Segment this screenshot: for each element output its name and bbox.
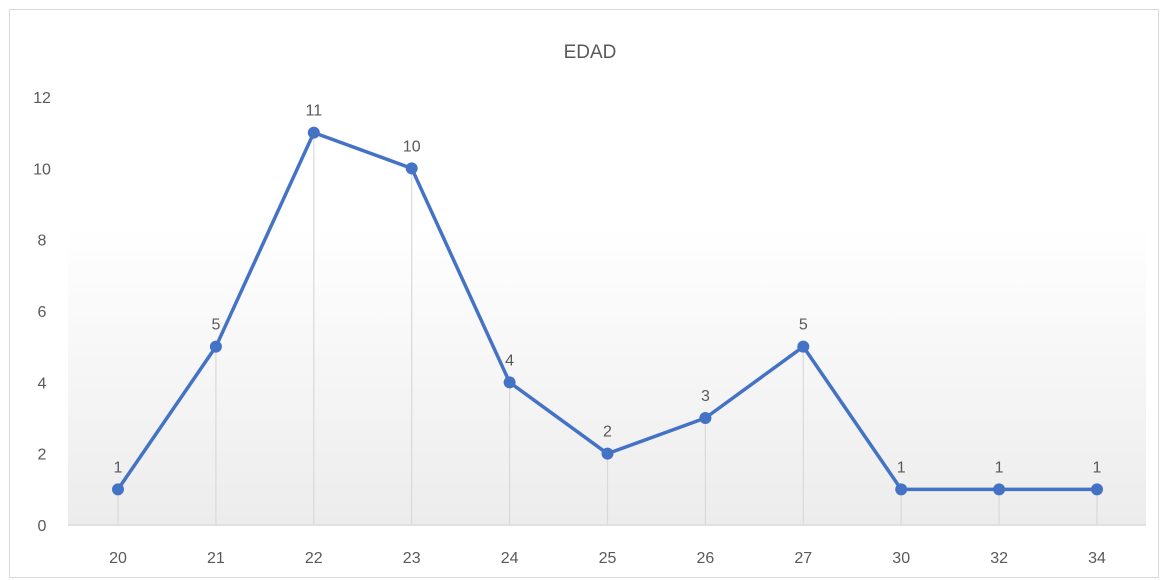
data-point xyxy=(993,483,1006,496)
y-axis-ticks: 0 2 4 6 8 10 12 xyxy=(33,90,51,535)
x-tick-label: 22 xyxy=(305,550,323,567)
data-label: 5 xyxy=(799,317,808,334)
data-point xyxy=(601,447,614,460)
data-label: 10 xyxy=(403,138,421,155)
data-point xyxy=(1091,483,1103,496)
x-tick-label: 27 xyxy=(794,550,812,567)
data-point xyxy=(895,483,908,496)
y-tick-label: 8 xyxy=(38,233,47,250)
chart-title: EDAD xyxy=(564,42,617,63)
y-tick-label: 0 xyxy=(38,518,47,535)
data-label: 1 xyxy=(114,459,123,476)
data-markers xyxy=(112,126,1103,496)
y-tick-label: 6 xyxy=(38,304,47,321)
data-point xyxy=(112,483,124,496)
x-axis-ticks: 20 21 22 23 24 25 26 27 30 32 34 xyxy=(109,550,1106,567)
data-label: 4 xyxy=(505,352,514,369)
data-label: 11 xyxy=(305,103,322,120)
data-label: 1 xyxy=(1093,459,1102,476)
x-tick-label: 34 xyxy=(1088,550,1106,567)
data-point xyxy=(699,412,712,424)
x-tick-label: 32 xyxy=(990,550,1008,567)
data-point xyxy=(307,126,320,139)
data-label: 3 xyxy=(701,388,710,405)
data-label: 1 xyxy=(995,459,1004,476)
x-tick-label: 21 xyxy=(207,550,225,567)
x-tick-label: 25 xyxy=(599,550,617,567)
x-tick-label: 23 xyxy=(403,550,421,567)
y-tick-label: 4 xyxy=(38,375,47,392)
x-tick-label: 30 xyxy=(892,550,910,567)
y-tick-label: 12 xyxy=(33,90,51,107)
x-tick-label: 26 xyxy=(697,550,715,567)
data-label: 5 xyxy=(211,317,220,334)
y-tick-label: 2 xyxy=(38,447,47,464)
data-point xyxy=(797,340,810,353)
data-point xyxy=(209,340,222,353)
data-label: 1 xyxy=(897,459,906,476)
data-point xyxy=(405,162,418,175)
data-label: 2 xyxy=(603,424,612,441)
y-tick-label: 10 xyxy=(33,161,51,178)
x-tick-label: 24 xyxy=(501,550,519,567)
x-tick-label: 20 xyxy=(109,550,127,567)
data-point xyxy=(503,376,516,389)
